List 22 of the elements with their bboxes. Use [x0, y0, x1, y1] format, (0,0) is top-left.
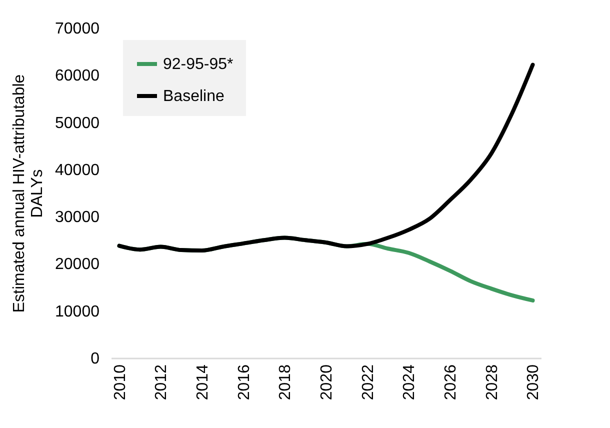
y-tick-label: 20000 — [55, 256, 100, 274]
x-tick-label: 2026 — [442, 364, 460, 400]
y-tick-label: 60000 — [55, 68, 100, 85]
y-axis-title: Estimated annual HIV-attributable DALYs — [11, 74, 46, 313]
x-tick-label: 2024 — [401, 364, 418, 400]
x-tick-label: 2010 — [112, 364, 129, 400]
x-tick-label: 2012 — [153, 364, 170, 400]
y-tick-label: 30000 — [55, 209, 100, 226]
x-tick-label: 2018 — [277, 364, 294, 400]
legend-label: Baseline — [163, 88, 224, 105]
y-tick-label: 10000 — [55, 303, 100, 320]
x-tick-label: 2016 — [236, 364, 253, 400]
y-tick-label: 70000 — [55, 20, 100, 38]
y-tick-label: 50000 — [55, 114, 100, 132]
x-tick-label: 2022 — [360, 364, 377, 400]
y-tick-label: 0 — [90, 350, 100, 368]
legend-label: 92-95-95* — [163, 56, 234, 73]
x-tick-label: 2028 — [484, 364, 501, 400]
x-tick-label: 2030 — [525, 364, 542, 400]
x-tick-label: 2014 — [194, 364, 212, 400]
y-tick-label: 40000 — [55, 162, 100, 179]
x-tick-label: 2020 — [318, 364, 336, 400]
